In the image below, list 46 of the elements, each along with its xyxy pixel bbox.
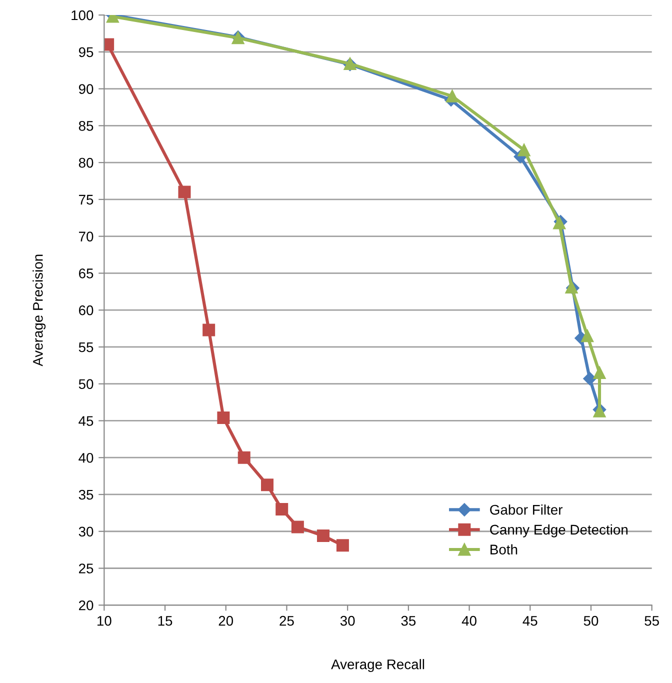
x-tick-label: 50 (584, 616, 598, 626)
y-axis-title: Average Precision (32, 254, 46, 366)
x-tick-label: 45 (522, 616, 538, 626)
y-tick-label: 65 (79, 268, 94, 278)
y-tick-label: 55 (78, 342, 94, 352)
x-tick-label: 25 (280, 616, 294, 626)
point (202, 324, 216, 336)
x-tick-label: 10 (97, 616, 112, 626)
point (316, 530, 330, 542)
x-tick-label: 35 (401, 616, 416, 626)
point (336, 539, 349, 552)
y-tick-label: 25 (78, 564, 94, 574)
y-tick-label: 30 (78, 526, 94, 537)
point (178, 186, 191, 198)
point (260, 478, 274, 492)
x-axis-title: Average Recall (331, 659, 424, 672)
point (238, 451, 250, 464)
x-tick-label: 40 (462, 616, 476, 626)
y-tick-label: 100 (72, 10, 94, 20)
y-tick-label: 45 (78, 416, 94, 426)
y-tick-label: 50 (78, 379, 94, 390)
y-tick-label: 20 (78, 600, 94, 610)
point (593, 366, 606, 380)
y-tick-label: 40 (78, 452, 94, 463)
point (518, 144, 530, 156)
y-tick-label: 75 (79, 194, 94, 205)
point (291, 520, 304, 534)
x-tick-label: 15 (158, 616, 172, 626)
x-tick-label: 20 (218, 616, 234, 626)
legend-label: Gabor Filter (490, 504, 563, 515)
y-tick-label: 85 (78, 121, 94, 131)
y-tick-label: 95 (78, 47, 94, 58)
point (446, 90, 458, 102)
point (217, 412, 230, 424)
y-tick-label: 70 (79, 232, 94, 242)
y-tick-label: 90 (78, 84, 94, 94)
y-tick-label: 35 (78, 490, 94, 500)
x-tick-label: 55 (644, 616, 659, 626)
point (583, 372, 596, 386)
legend-label: Canny Edge Detection (490, 524, 628, 538)
y-tick-label: 60 (79, 305, 94, 316)
legend-label: Both (490, 544, 518, 554)
y-tick-label: 80 (78, 158, 94, 168)
x-tick-label: 30 (340, 616, 355, 626)
point (276, 502, 288, 516)
point (581, 330, 594, 342)
